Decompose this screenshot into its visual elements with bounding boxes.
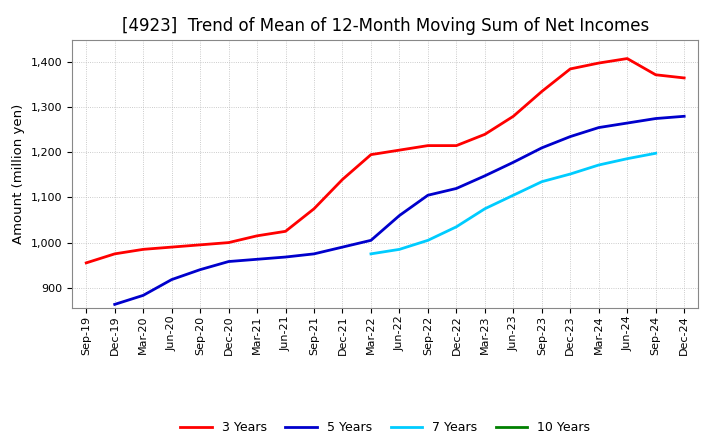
7 Years xyxy=(623,156,631,161)
3 Years xyxy=(310,206,318,211)
3 Years xyxy=(652,72,660,77)
7 Years xyxy=(652,150,660,156)
Line: 7 Years: 7 Years xyxy=(371,153,656,254)
5 Years xyxy=(282,254,290,260)
7 Years xyxy=(423,238,432,243)
5 Years xyxy=(110,302,119,307)
5 Years xyxy=(423,193,432,198)
7 Years xyxy=(366,251,375,257)
3 Years xyxy=(366,152,375,157)
5 Years xyxy=(509,160,518,165)
5 Years xyxy=(196,267,204,272)
3 Years xyxy=(595,60,603,66)
3 Years xyxy=(253,233,261,238)
3 Years xyxy=(537,89,546,94)
3 Years xyxy=(509,114,518,119)
5 Years xyxy=(395,213,404,218)
5 Years xyxy=(310,251,318,257)
5 Years xyxy=(566,134,575,139)
Line: 3 Years: 3 Years xyxy=(86,59,684,263)
7 Years xyxy=(480,206,489,211)
7 Years xyxy=(537,179,546,184)
5 Years xyxy=(167,277,176,282)
7 Years xyxy=(566,172,575,177)
7 Years xyxy=(395,247,404,252)
5 Years xyxy=(253,257,261,262)
7 Years xyxy=(452,224,461,229)
3 Years xyxy=(452,143,461,148)
3 Years xyxy=(82,260,91,265)
Y-axis label: Amount (million yen): Amount (million yen) xyxy=(12,104,25,244)
5 Years xyxy=(480,173,489,179)
3 Years xyxy=(110,251,119,257)
5 Years xyxy=(537,145,546,150)
3 Years xyxy=(480,132,489,137)
3 Years xyxy=(167,245,176,250)
3 Years xyxy=(139,247,148,252)
5 Years xyxy=(680,114,688,119)
3 Years xyxy=(395,147,404,153)
3 Years xyxy=(338,177,347,182)
5 Years xyxy=(595,125,603,130)
5 Years xyxy=(652,116,660,121)
3 Years xyxy=(566,66,575,72)
3 Years xyxy=(196,242,204,247)
5 Years xyxy=(366,238,375,243)
5 Years xyxy=(225,259,233,264)
5 Years xyxy=(338,245,347,250)
Title: [4923]  Trend of Mean of 12-Month Moving Sum of Net Incomes: [4923] Trend of Mean of 12-Month Moving … xyxy=(122,17,649,35)
Line: 5 Years: 5 Years xyxy=(114,116,684,304)
7 Years xyxy=(509,193,518,198)
5 Years xyxy=(452,186,461,191)
3 Years xyxy=(225,240,233,245)
3 Years xyxy=(623,56,631,61)
Legend: 3 Years, 5 Years, 7 Years, 10 Years: 3 Years, 5 Years, 7 Years, 10 Years xyxy=(176,416,595,439)
5 Years xyxy=(623,121,631,126)
3 Years xyxy=(282,229,290,234)
3 Years xyxy=(680,75,688,81)
7 Years xyxy=(595,162,603,168)
5 Years xyxy=(139,293,148,298)
3 Years xyxy=(423,143,432,148)
